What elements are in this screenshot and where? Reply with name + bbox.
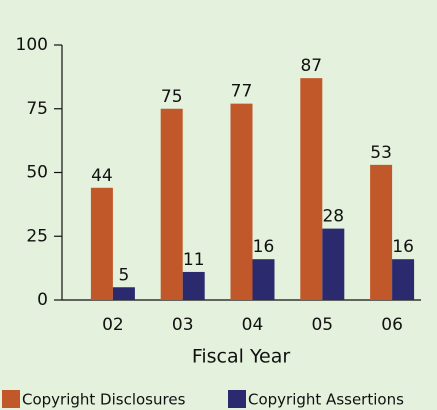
x-tick-label: 06: [381, 315, 403, 335]
y-tick-label: 50: [26, 163, 48, 183]
data-label: 44: [91, 166, 113, 186]
data-label: 5: [118, 265, 129, 285]
bar: [392, 259, 415, 300]
y-tick-label: 75: [26, 99, 48, 119]
bar: [112, 287, 135, 300]
y-tick-label: 100: [16, 35, 48, 55]
bar: [160, 108, 183, 300]
bar: [300, 78, 323, 301]
bar: [370, 164, 393, 300]
data-label: 16: [253, 237, 275, 257]
bar: [90, 187, 113, 300]
x-tick-label: 03: [172, 315, 194, 335]
data-label: 75: [161, 87, 183, 107]
bar: [182, 271, 205, 300]
data-label: 28: [322, 207, 344, 227]
x-tick-label: 04: [242, 315, 264, 335]
bar: [322, 228, 345, 300]
data-label: 77: [231, 82, 253, 102]
data-label: 11: [183, 250, 205, 270]
data-label: 87: [300, 56, 322, 76]
bar: [230, 103, 253, 301]
bar: [252, 259, 275, 300]
x-tick-label: 05: [311, 315, 333, 335]
legend-label: Copyright Disclosures: [22, 391, 186, 409]
legend-swatch: [2, 390, 20, 408]
data-label: 16: [392, 237, 414, 257]
x-axis-label: Fiscal Year: [192, 346, 291, 368]
legend-swatch: [228, 390, 246, 408]
data-label: 53: [370, 143, 392, 163]
y-tick-label: 25: [26, 226, 48, 246]
y-tick-label: 0: [37, 290, 48, 310]
x-tick-label: 02: [102, 315, 124, 335]
legend-label: Copyright Assertions: [248, 391, 404, 409]
